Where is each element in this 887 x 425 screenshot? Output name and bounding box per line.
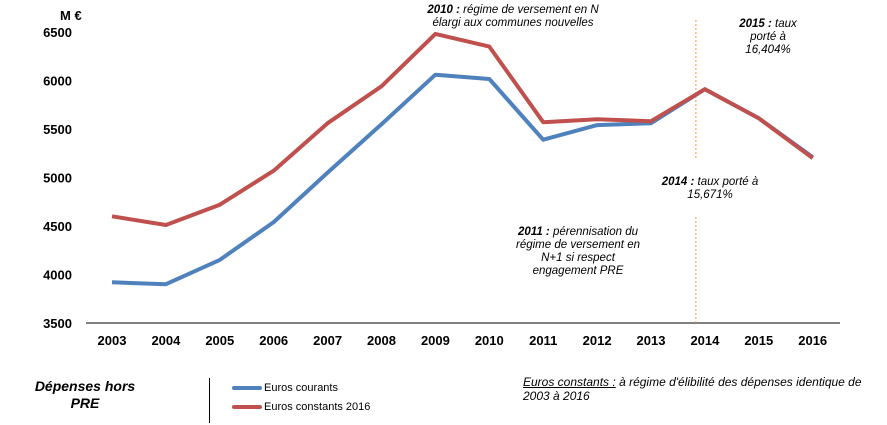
x-tick-label: 2012 <box>583 333 612 348</box>
footnote-label: Euros constants : <box>523 375 616 389</box>
x-tick-label: 2008 <box>367 333 396 348</box>
y-axis-unit: M € <box>60 8 82 23</box>
series-line-euros-constants <box>111 31 814 227</box>
x-tick-label: 2007 <box>313 333 342 348</box>
y-tick-label: 4500 <box>43 219 72 234</box>
annotation-year: 2011 : <box>517 226 550 238</box>
annotation-text: pérennisation du régime de versement en … <box>515 226 640 277</box>
x-tick-label: 2005 <box>205 333 234 348</box>
footnote: Euros constants : à régime d'élibilité d… <box>523 375 887 403</box>
y-tick-label: 3500 <box>43 316 72 331</box>
annotation-year: 2010 : <box>427 4 460 16</box>
legend-title: Dépenses hors PRE <box>34 378 136 411</box>
x-tick-label: 2016 <box>798 333 827 348</box>
x-tick-label: 2014 <box>690 333 720 348</box>
x-tick-label: 2009 <box>421 333 450 348</box>
legend-item-euros-constants: Euros constants 2016 <box>232 401 370 413</box>
legend-divider <box>209 378 210 423</box>
annotation-text: taux porté à 16,404% <box>745 18 797 56</box>
annotation-year: 2015 : <box>739 18 772 30</box>
x-tick-label: 2013 <box>637 333 666 348</box>
y-tick-label: 6000 <box>43 74 72 89</box>
annotation-year: 2014 : <box>661 176 695 188</box>
y-tick-label: 4000 <box>43 268 72 283</box>
legend-item-euros-courants: Euros courants <box>232 382 338 394</box>
annotation-2010: 2010 : régime de versement en N élargi a… <box>418 4 608 30</box>
legend-label: Euros courants <box>264 382 338 394</box>
x-tick-label: 2003 <box>98 333 127 348</box>
annotation-2015: 2015 : taux porté à 16,404% <box>728 18 808 57</box>
y-tick-label: 5000 <box>43 171 72 186</box>
x-tick-label: 2010 <box>475 333 504 348</box>
annotation-text: taux porté à 15,671% <box>687 176 759 201</box>
annotation-2014: 2014 : taux porté à 15,671% <box>655 176 765 202</box>
annotation-text: régime de versement en N élargi aux comm… <box>432 4 599 29</box>
x-tick-label: 2015 <box>744 333 773 348</box>
y-tick-label: 6500 <box>43 25 72 40</box>
legend-swatch <box>232 405 262 409</box>
y-tick-label: 5500 <box>43 122 72 137</box>
x-tick-label: 2006 <box>259 333 288 348</box>
x-tick-label: 2011 <box>529 333 557 348</box>
legend-swatch <box>232 386 262 390</box>
x-tick-label: 2004 <box>151 333 181 348</box>
footnote-text: à régime d'élibilité des dépenses identi… <box>523 375 862 403</box>
legend-label: Euros constants 2016 <box>264 401 371 413</box>
annotation-2011: 2011 : pérennisation du régime de versem… <box>508 226 648 278</box>
